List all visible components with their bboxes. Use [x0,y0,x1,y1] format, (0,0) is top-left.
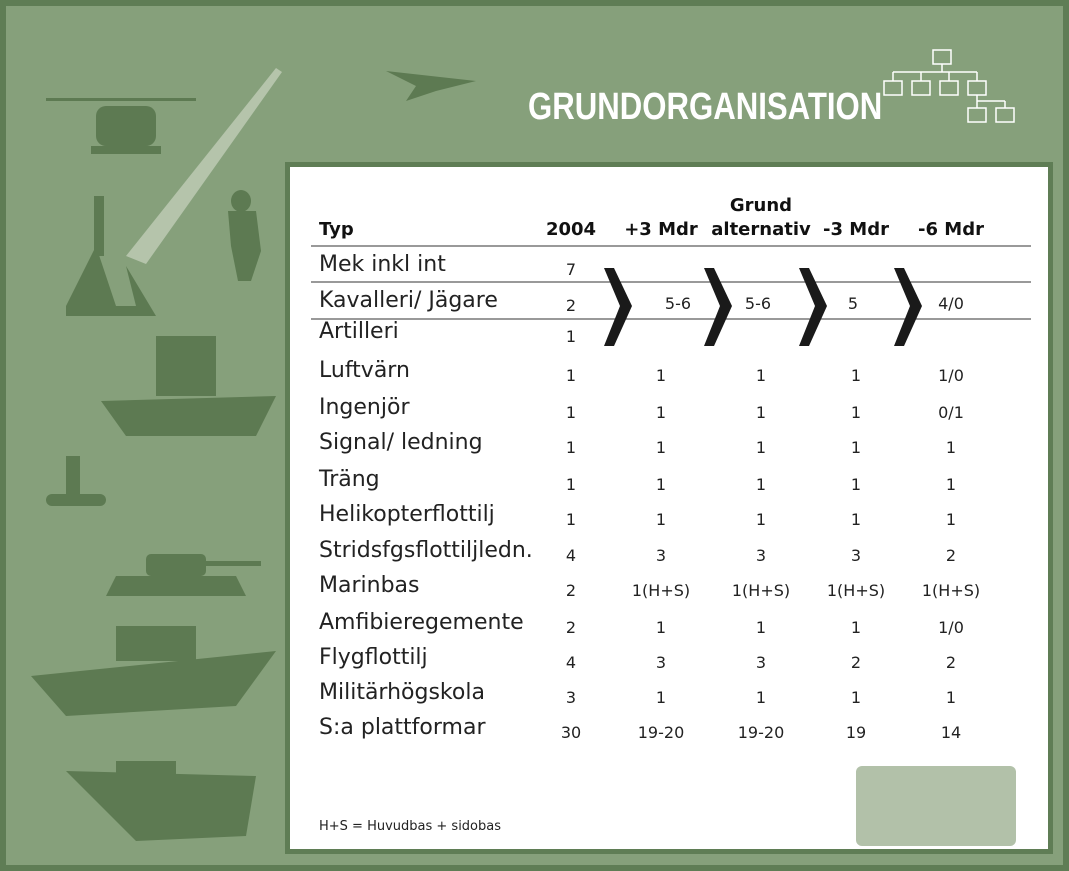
cell-value: 1 [756,475,766,494]
row-label: Flygflottilj [319,645,428,670]
cell-value: 1 [756,438,766,457]
cell-value: 1 [756,688,766,707]
row-label: Artilleri [319,319,399,344]
cell-value: 1 [566,327,576,346]
cell-value: 1 [566,475,576,494]
cell-value: 1 [656,438,666,457]
chevron [894,268,922,346]
cell-value: 1(H+S) [632,581,690,600]
footnote: H+S = Huvudbas + sidobas [319,819,501,834]
row-label: Ingenjör [319,395,410,420]
cell-value: 3 [566,688,576,707]
cell-value: 30 [561,723,581,742]
cell-value: 2 [566,296,576,315]
page: GRUNDORGANISATION Typ2004+3 MdrGrund alt… [0,0,1069,871]
cell-value: 1 [851,510,861,529]
merged-value: 5-6 [665,294,691,313]
cell-value: 1 [756,403,766,422]
cell-value: 1 [946,475,956,494]
cell-value: 4 [566,546,576,565]
cell-value: 1 [656,403,666,422]
cell-value: 3 [756,653,766,672]
cell-value: 1(H+S) [827,581,885,600]
cell-value: 14 [941,723,961,742]
cell-value: 1 [946,438,956,457]
cell-value: 1(H+S) [732,581,790,600]
cell-value: 3 [756,546,766,565]
title: GRUNDORGANISATION [528,86,882,129]
merged-value: 4/0 [938,294,964,313]
cell-value: 2 [946,653,956,672]
cell-value: 1 [756,366,766,385]
cell-value: 1 [756,618,766,637]
cell-value: 1/0 [938,366,964,385]
row-label: Signal/ ledning [319,430,483,455]
cell-value: 1 [656,618,666,637]
row-label: Mek inkl int [319,252,446,277]
chevron [799,268,827,346]
cell-value: 19-20 [638,723,685,742]
cell-value: 1 [851,618,861,637]
cell-value: 19 [846,723,866,742]
cell-value: 1 [756,510,766,529]
merged-value: 5 [848,294,858,313]
cell-value: 1 [566,403,576,422]
column-header: -6 Mdr [891,218,1011,242]
cell-value: 7 [566,260,576,279]
cell-value: 1 [566,510,576,529]
cell-value: 1/0 [938,618,964,637]
cell-value: 2 [946,546,956,565]
merged-value: 5-6 [745,294,771,313]
cell-value: 1(H+S) [922,581,980,600]
cell-value: 1 [851,438,861,457]
cell-value: 1 [566,438,576,457]
cell-value: 1 [656,510,666,529]
row-label: Militärhögskola [319,680,485,705]
cell-value: 1 [851,688,861,707]
chevron [604,268,632,346]
cell-value: 0/1 [938,403,964,422]
cell-value: 3 [656,546,666,565]
cell-value: 1 [851,475,861,494]
column-header: Typ [319,218,354,242]
chevron [704,268,732,346]
row-label: Träng [319,467,380,492]
cell-value: 1 [851,403,861,422]
row-label: S:a plattformar [319,715,485,740]
row-label: Helikopterflottilj [319,502,495,527]
cell-value: 2 [566,581,576,600]
cell-value: 1 [656,366,666,385]
cell-value: 2 [566,618,576,637]
org-chart-icon [884,50,1014,122]
cell-value: 1 [946,688,956,707]
cell-value: 1 [946,510,956,529]
cell-value: 4 [566,653,576,672]
row-label: Marinbas [319,573,419,598]
cell-value: 3 [851,546,861,565]
row-label: Amfibieregemente [319,610,524,635]
row-label: Kavalleri/ Jägare [319,288,498,313]
cell-value: 3 [656,653,666,672]
cell-value: 19-20 [738,723,785,742]
cell-value: 2 [851,653,861,672]
illustration [856,766,1016,846]
cell-value: 1 [566,366,576,385]
cell-value: 1 [656,688,666,707]
row-label: Stridsfgsflottiljledn. [319,538,533,563]
row-label: Luftvärn [319,358,410,383]
cell-value: 1 [851,366,861,385]
cell-value: 1 [656,475,666,494]
